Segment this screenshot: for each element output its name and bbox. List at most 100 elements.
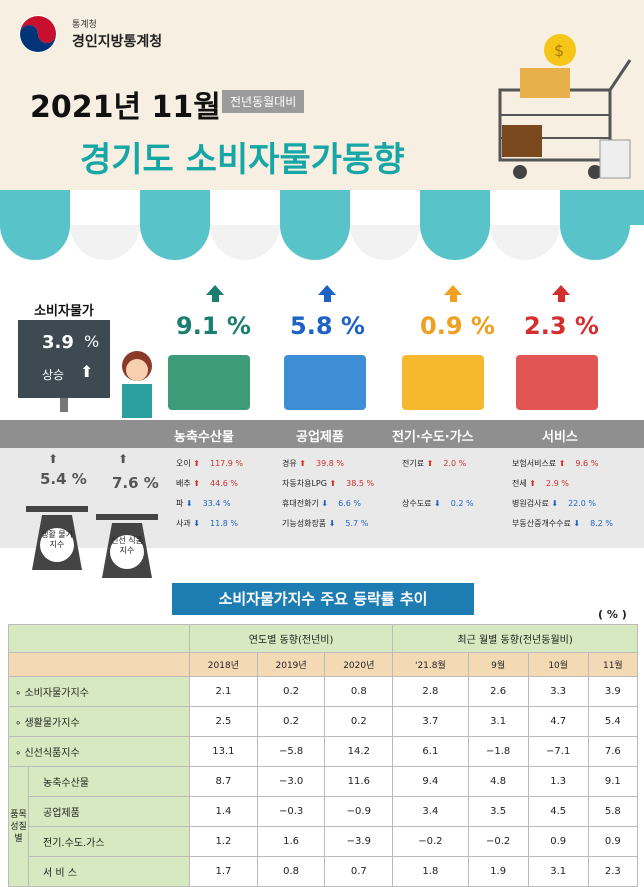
table-cell: 4.8 (467, 766, 529, 797)
table-row: 공업제품 1.4 −0.3 −0.9 3.4 3.5 4.5 5.8 (9, 796, 639, 827)
item-value: 38.5 % (346, 479, 375, 488)
serv-arrow-stem (558, 295, 565, 302)
table-cell: 6.1 (392, 736, 469, 767)
cpi-direction: 상승 (42, 368, 65, 382)
table-cell: 11.6 (324, 766, 394, 797)
cpi-trend-table: 연도별 동향(전년비) 최근 월별 동향(전년동월비) 2018년 2019년 20… (7, 624, 639, 887)
yoy-tag: 전년동월대비 (222, 90, 305, 113)
table-cell: 1.6 (256, 826, 326, 857)
table-cell: 0.9 (527, 826, 589, 857)
ind-basket-icon (284, 355, 366, 410)
sub1-up-arrow-icon: ⬆ (48, 452, 59, 466)
item-name: 경유 (282, 459, 297, 468)
ind-pct: 5.8 % (290, 312, 365, 340)
table-cell: 2.5 (189, 706, 258, 737)
table-cell: 13.1 (189, 736, 258, 767)
sub2-up-arrow-icon: ⬆ (118, 452, 129, 466)
row-label: 공업제품 (27, 796, 191, 827)
item-value: 6.6 % (338, 499, 361, 508)
svg-text:$: $ (554, 41, 564, 60)
table-cell: 1.2 (189, 826, 258, 857)
table-unit: ( % ) (598, 608, 627, 621)
table-cell: 5.8 (587, 796, 639, 827)
down-arrow-icon: ⬇ (318, 499, 329, 508)
item-value: 2.0 % (443, 459, 467, 468)
item-serv-0: 보험서비스료 ⬆ 9.6 % (512, 458, 598, 469)
living-index-label: 생활 물가 지수 (41, 530, 73, 549)
item-serv-3: 부동산중개수수료 ⬇ 8.2 % (512, 518, 613, 529)
table-cell: 2.8 (392, 676, 469, 707)
corner-cell (7, 624, 191, 653)
table-cell: 3.1 (527, 856, 589, 887)
serv-pct: 2.3 % (524, 312, 599, 340)
up-arrow-icon: ⬆ (80, 362, 94, 381)
up-arrow-icon: ⬆ (326, 479, 337, 488)
item-value: 9.6 % (575, 459, 599, 468)
year-header: 2019년 (256, 652, 326, 677)
row-label: 서 비 스 (27, 856, 191, 887)
util-pct: 0.9 % (420, 312, 495, 340)
store-awning (0, 190, 644, 260)
item-name: 기능성화장품 (282, 519, 327, 528)
year-header: 2018년 (189, 652, 258, 677)
down-arrow-icon: ⬇ (326, 519, 336, 528)
row-label: ∘ 생활물가지수 (7, 706, 191, 737)
table-cell: 0.8 (256, 856, 326, 887)
table-cell: 7.6 (587, 736, 639, 767)
item-agri-3: 사과 ⬇ 11.8 % (176, 518, 238, 529)
table-cell: 4.7 (527, 706, 589, 737)
item-name: 자동차용LPG (282, 479, 327, 488)
ind-label: 공업제품 (296, 430, 344, 445)
item-name: 전세 (512, 479, 527, 488)
item-value: 44.6 % (209, 479, 238, 488)
util-basket-icon (402, 355, 484, 410)
category-band: 농축수산물 공업제품 전기·수도·가스 서비스 (0, 420, 644, 448)
item-name: 보험서비스료 (512, 459, 557, 468)
fresh-food-scale-icon (96, 514, 158, 578)
table-cell: 5.4 (587, 706, 639, 737)
table-row: 서 비 스 1.7 0.8 0.7 1.8 1.9 3.1 2.3 (9, 856, 639, 887)
item-util-0: 전기료 ⬆ 2.0 % (402, 458, 466, 469)
agri-basket-icon (168, 355, 250, 410)
ind-up-arrow-icon (318, 285, 336, 295)
table-cell: 0.2 (256, 706, 326, 737)
table-cell: 1.9 (467, 856, 529, 887)
table-cell: −0.2 (392, 826, 469, 857)
item-ind-3: 기능성화장품 ⬇ 5.7 % (282, 518, 368, 529)
item-name: 휴대전화기 (282, 499, 319, 508)
serv-up-arrow-icon (552, 285, 570, 295)
side-label: 품목성질별 (8, 766, 29, 887)
table-cell: 3.7 (392, 706, 469, 737)
sub1-value: 5.4 % (40, 470, 87, 488)
table-row: ∘ 생활물가지수 2.5 0.2 0.2 3.7 3.1 4.7 5.4 (7, 706, 639, 737)
row-label: 전기.수도.가스 (27, 826, 191, 857)
util-arrow-stem (450, 295, 457, 302)
up-arrow-icon: ⬆ (296, 459, 306, 468)
item-value: 8.2 % (590, 519, 614, 528)
org-parent: 통계청 (72, 20, 97, 30)
table-cell: −3.9 (324, 826, 394, 857)
year-header: 11월 (587, 652, 639, 677)
up-arrow-icon: ⬆ (424, 459, 434, 468)
table-cell: 4.5 (527, 796, 589, 827)
item-value: 39.8 % (315, 459, 344, 468)
table-cell: 2.6 (467, 676, 529, 707)
shopkeeper-illustration (122, 351, 152, 418)
item-name: 배추 (176, 479, 191, 488)
table-cell: −3.0 (256, 766, 326, 797)
table-cell: −1.8 (467, 736, 529, 767)
year-header: '21.8월 (392, 652, 469, 677)
item-name: 부동산중개수수료 (512, 519, 571, 528)
table-cell: 2.1 (189, 676, 258, 707)
header-banner: 통계청 경인지방통계청 2021년 11월 전년동월대비 경기도 소비자물가동향… (0, 0, 644, 190)
up-arrow-icon: ⬆ (526, 479, 536, 488)
down-arrow-icon: ⬇ (548, 499, 559, 508)
table-cell: 0.8 (324, 676, 394, 707)
table-row: 품목성질별 농축수산물 8.7 −3.0 11.6 9.4 4.8 1.3 9.1 (8, 766, 639, 887)
table-cell: 3.3 (527, 676, 589, 707)
year-header: 2020년 (324, 652, 394, 677)
table-cell: −0.2 (467, 826, 529, 857)
table-row: ∘ 소비자물가지수 2.1 0.2 0.8 2.8 2.6 3.3 3.9 (7, 676, 639, 707)
util-up-arrow-icon (444, 285, 462, 295)
statistics-korea-logo (19, 15, 57, 53)
